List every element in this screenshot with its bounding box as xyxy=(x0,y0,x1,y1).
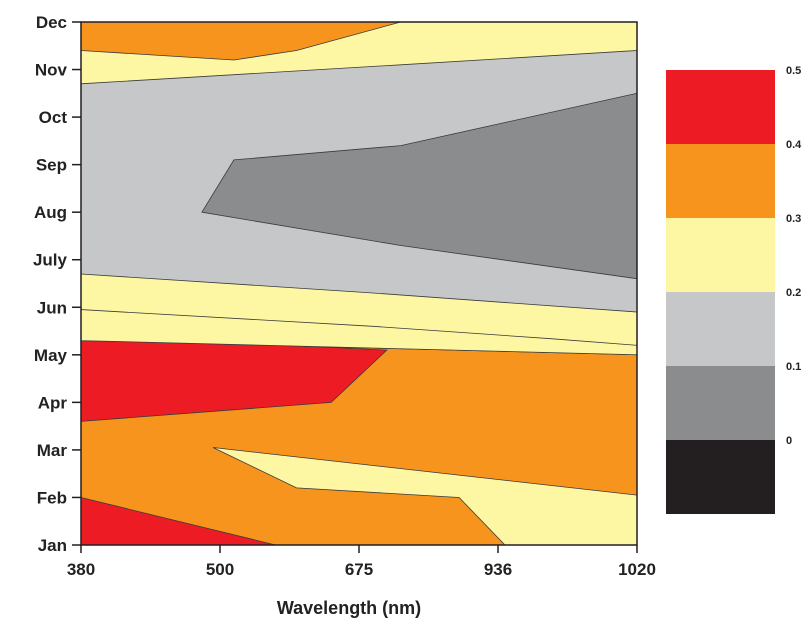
colorbar-swatch xyxy=(666,218,775,292)
y-tick-label: Dec xyxy=(36,13,67,32)
y-tick-label: Oct xyxy=(39,108,68,127)
x-tick-label: 675 xyxy=(345,560,373,579)
x-tick-label: 380 xyxy=(67,560,95,579)
x-tick-label: 936 xyxy=(484,560,512,579)
y-tick-label: Feb xyxy=(37,488,67,507)
y-axis: Jan Feb Mar Apr May Jun July Aug Sep Oct Nov Dec xyxy=(33,13,81,555)
colorbar-swatch xyxy=(666,70,775,144)
y-tick-label: Jun xyxy=(37,298,67,317)
y-tick-label: Mar xyxy=(37,441,68,460)
y-tick-label: Jan xyxy=(38,536,67,555)
x-tick-label: 500 xyxy=(206,560,234,579)
colorbar-swatch xyxy=(666,440,775,514)
y-tick-label: July xyxy=(33,251,68,270)
x-tick-label: 1020 xyxy=(618,560,656,579)
colorbar-swatch xyxy=(666,144,775,218)
x-axis-title: Wavelength (nm) xyxy=(277,598,421,618)
y-tick-label: Apr xyxy=(38,393,68,412)
y-tick-label: May xyxy=(34,346,68,365)
colorbar-tick-label: 0.3 xyxy=(786,213,801,225)
y-tick-label: Aug xyxy=(34,203,67,222)
colorbar-tick-label: 0 xyxy=(786,435,792,447)
colorbar: 0 0.1 0.2 0.3 0.4 0.5 xyxy=(666,65,802,514)
colorbar-tick-label: 0.5 xyxy=(786,65,801,77)
colorbar-tick-label: 0.2 xyxy=(786,287,801,299)
colorbar-swatch xyxy=(666,292,775,366)
y-tick-label: Nov xyxy=(35,61,68,80)
y-tick-label: Sep xyxy=(36,156,67,175)
contour-regions xyxy=(80,21,638,546)
colorbar-tick-label: 0.1 xyxy=(786,361,801,373)
x-axis: 380 500 675 936 1020 xyxy=(67,545,656,579)
colorbar-tick-label: 0.4 xyxy=(786,139,802,151)
colorbar-swatch xyxy=(666,366,775,440)
